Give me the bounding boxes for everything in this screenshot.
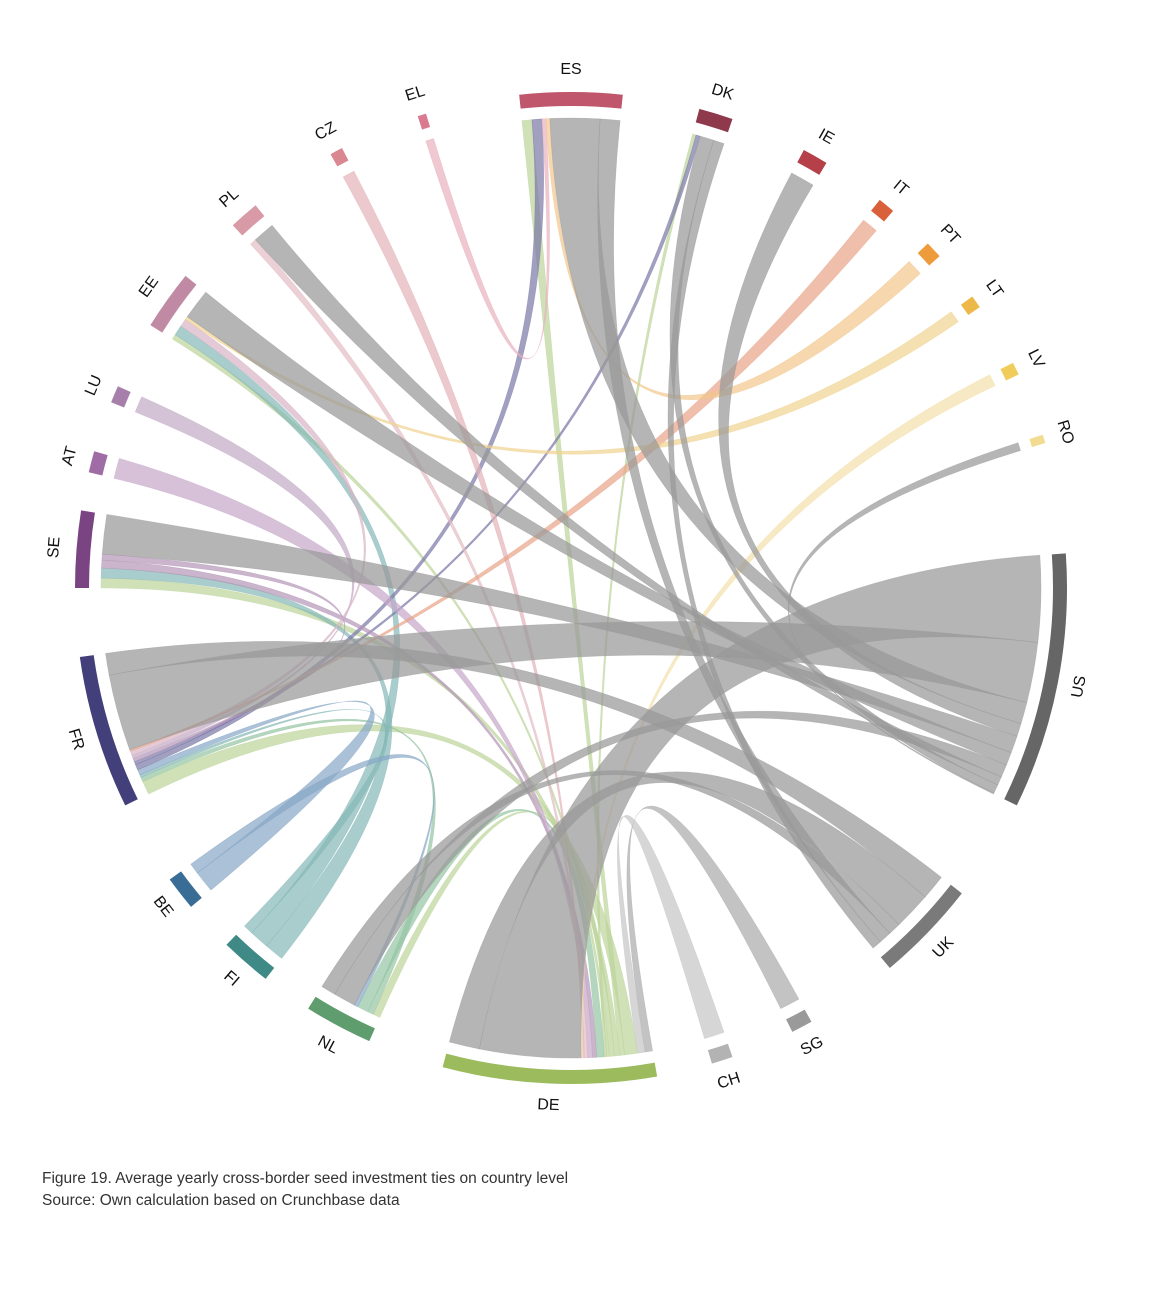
figure-source: Source: Own calculation based on Crunchb… bbox=[42, 1192, 400, 1209]
node-label-it: IT bbox=[890, 177, 912, 199]
ribbon-uk-nl bbox=[321, 770, 900, 995]
arc-dk bbox=[695, 108, 733, 133]
ribbon-el-es bbox=[425, 118, 550, 360]
arc-it bbox=[871, 199, 894, 222]
chord-diagram: ES DK IE IT PT LT LV RO US UK SG CH DE NL FI BE FR SE AT LU… bbox=[45, 61, 1090, 1114]
node-label-lt: LT bbox=[982, 277, 1006, 301]
arc-pl bbox=[232, 205, 265, 236]
ribbon-uk-fr bbox=[105, 641, 942, 898]
ribbon-fi-se bbox=[100, 567, 393, 959]
node-label-lu: LU bbox=[82, 373, 106, 398]
arc-us bbox=[1004, 553, 1067, 806]
node-label-de: DE bbox=[537, 1096, 560, 1114]
arc-es bbox=[519, 92, 623, 109]
ribbon-lv-de bbox=[580, 374, 996, 1059]
arc-ch bbox=[707, 1043, 733, 1064]
ribbon-lu-fr bbox=[131, 396, 355, 759]
node-label-pl: PL bbox=[216, 185, 242, 211]
arc-ee bbox=[150, 275, 197, 333]
arc-ie bbox=[797, 150, 827, 175]
node-label-lv: LV bbox=[1024, 347, 1048, 371]
node-label-fr: FR bbox=[65, 727, 88, 752]
ribbon-sg-de bbox=[626, 805, 800, 1053]
ribbon-be-fr bbox=[137, 700, 375, 891]
ribbon-pl-us bbox=[254, 224, 1002, 786]
node-label-pt: PT bbox=[937, 221, 964, 248]
arc-cz bbox=[330, 148, 349, 167]
ribbon-fi-fr bbox=[139, 709, 388, 934]
arc-el bbox=[417, 113, 431, 130]
node-label-sg: SG bbox=[798, 1033, 826, 1059]
ribbon-it-fr bbox=[129, 219, 877, 752]
node-label-us: US bbox=[1069, 674, 1090, 699]
ribbon-ch-de bbox=[617, 815, 725, 1054]
arc-at bbox=[88, 451, 108, 476]
arc-fr bbox=[79, 655, 138, 806]
arc-sg bbox=[786, 1009, 812, 1032]
ribbon-be-nl bbox=[190, 754, 435, 1008]
arc-ro bbox=[1029, 434, 1046, 448]
node-label-ro: RO bbox=[1054, 418, 1077, 446]
node-label-dk: DK bbox=[709, 81, 736, 104]
node-label-fi: FI bbox=[220, 968, 242, 990]
arc-se bbox=[75, 510, 95, 588]
ribbon-layer bbox=[100, 117, 1042, 1059]
ribbon-nl-fr bbox=[140, 718, 436, 1015]
ribbon-ro-us bbox=[788, 442, 1021, 795]
ribbon-ee-fr bbox=[129, 318, 366, 756]
ribbon-ee-us bbox=[186, 291, 1012, 766]
figure-caption: Figure 19. Average yearly cross-border s… bbox=[42, 1170, 569, 1187]
node-label-be: BE bbox=[150, 893, 177, 920]
figure-caption-block: Figure 19. Average yearly cross-border s… bbox=[42, 1168, 568, 1212]
node-label-ch: CH bbox=[715, 1069, 742, 1092]
node-label-es: ES bbox=[560, 61, 581, 78]
node-label-ee: EE bbox=[136, 273, 162, 300]
node-label-se: SE bbox=[45, 536, 64, 559]
arc-lv bbox=[1000, 362, 1019, 381]
ribbon-se-fr bbox=[101, 553, 346, 763]
ribbon-se-us bbox=[101, 514, 1018, 754]
node-label-uk: UK bbox=[930, 934, 958, 962]
node-label-ie: IE bbox=[815, 126, 837, 148]
arc-de bbox=[442, 1053, 658, 1084]
ribbon-pl-de bbox=[250, 239, 588, 1059]
node-label-el: EL bbox=[403, 83, 427, 105]
node-label-at: AT bbox=[59, 444, 80, 467]
node-label-nl: NL bbox=[315, 1033, 341, 1058]
arc-fi bbox=[226, 934, 275, 979]
arc-layer bbox=[75, 92, 1067, 1084]
arc-lu bbox=[111, 386, 131, 408]
arc-uk bbox=[880, 884, 962, 968]
arc-be bbox=[169, 871, 202, 907]
node-label-cz: CZ bbox=[312, 119, 339, 144]
arc-pt bbox=[917, 243, 940, 266]
ribbon-uk-dk bbox=[667, 139, 881, 949]
arc-lt bbox=[960, 296, 980, 315]
ribbon-ie-us bbox=[718, 172, 1022, 737]
arc-nl bbox=[308, 996, 375, 1042]
ribbon-pt-es bbox=[545, 118, 921, 400]
